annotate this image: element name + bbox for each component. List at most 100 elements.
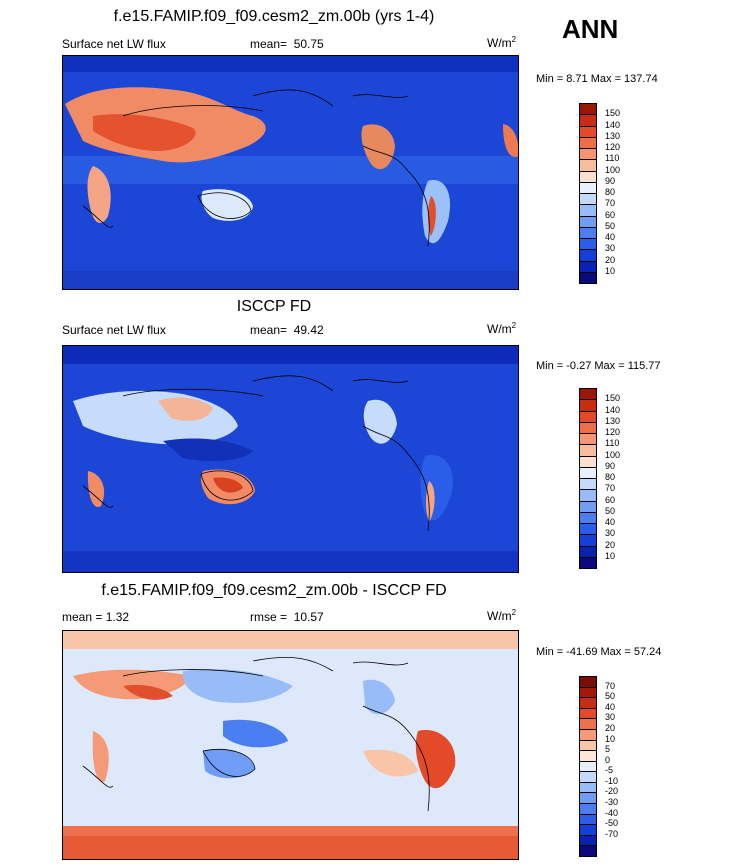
colorbar-box [579,523,597,536]
colorbar-tick-label: 30 [605,712,616,723]
panel-1-map-svg [63,56,518,289]
colorbar-box [579,466,597,479]
colorbar-box [579,388,597,401]
panel-2-colorbar: 150 140 130 120 110 100 90 80 70 60 50 40 30 20 10 [579,388,639,569]
colorbar-tick-label: 50 [605,220,616,231]
colorbar-box [579,803,597,815]
colorbar-tick-label: 80 [605,472,616,482]
panel-2-units-sup: 2 [511,321,517,330]
panel-1-title: f.e15.FAMIP.f09_f09.cesm2_zm.00b (yrs 1-… [113,8,435,25]
colorbar-box [579,399,597,412]
panel-3-units: W/m2 [487,608,516,623]
panel-2-map [62,345,519,573]
panel-3-arctic-band [63,631,518,649]
panel-2-coastlines [82,375,430,532]
panel-1-field-label: Surface net LW flux [62,37,166,51]
colorbar-tick-label: 60 [605,494,616,505]
colorbar-box [579,238,597,251]
colorbar-tick-label: 5 [605,744,611,755]
colorbar-box [579,433,597,446]
colorbar-tick-label: 10 [605,265,616,276]
panel-1-tropical-band [63,156,518,184]
panel-2-arabia-warm [158,397,213,421]
colorbar-tick-label: 50 [605,691,616,702]
colorbar-box [579,421,597,434]
colorbar-box [579,148,597,161]
colorbar-tick-label: 140 [605,404,621,415]
panel-2-south-africa [87,471,105,507]
panel-3-map-svg [63,631,518,859]
panel-2-mean-value: 49.42 [293,323,324,337]
colorbar-tick-label: 70 [605,483,616,494]
panel-3-rmse: rmse = 10.57 [250,610,324,624]
colorbar-tick-label: 150 [605,393,621,404]
panel-2-south-america [420,455,453,521]
panel-2-australia-hot [213,477,243,493]
panel-3-south-america [415,730,456,789]
colorbar-tick-label: 70 [605,198,616,209]
panel-1-africa-edge [503,124,518,157]
colorbar-box [579,697,597,709]
colorbar-tick-label: 40 [605,517,616,527]
colorbar-box [579,792,597,805]
panel-1-andes-hot [428,196,436,236]
colorbar-tick-label: 100 [605,449,621,460]
colorbar-tick-label: 120 [605,142,621,152]
colorbar-box [579,489,597,502]
colorbar-tick-label: 110 [605,153,620,164]
colorbar-tick-label: 130 [605,130,621,141]
colorbar-box [579,478,597,491]
panel-1-mean-value: 50.75 [293,37,324,51]
panel-2-units: W/m2 [487,321,516,336]
colorbar-tick-label: 0 [605,754,611,765]
colorbar-box [579,750,597,762]
panel-2-warm-pool [163,438,253,462]
colorbar-tick-label: 10 [605,550,616,561]
panel-2-title: ISCCP FD [236,298,312,315]
colorbar-box [579,556,597,569]
panel-1-mean: mean= 50.75 [250,37,324,51]
panel-1-antarctic-band [63,271,518,289]
panel-1-colorbar: 150 140 130 120 110 100 90 80 70 60 50 40 30 20 10 [579,103,639,284]
panel-2-map-svg [63,346,518,572]
colorbar-box [579,444,597,457]
colorbar-box [579,534,597,547]
colorbar-box [579,170,597,183]
colorbar-tick-label: -10 [605,775,619,786]
colorbar-tick-label: 130 [605,415,621,426]
colorbar-box [579,824,597,836]
colorbar-box [579,500,597,513]
colorbar-tick-label: -5 [605,765,614,776]
colorbar-box [579,686,597,699]
panel-3-rmse-label: rmse = [250,610,288,624]
panel-3-map [62,630,519,860]
colorbar-box [579,193,597,206]
colorbar-tick-label: 20 [605,254,616,265]
panel-3-coastlines [82,656,430,812]
panel-3-warm-pool [223,719,288,748]
panel-1-units: W/m2 [487,35,516,50]
colorbar-box [579,781,597,794]
colorbar-box [579,159,597,172]
colorbar-box [579,410,597,423]
colorbar-box [579,813,597,826]
colorbar-tick-label: 40 [605,701,616,712]
panel-2-arctic-band [63,346,518,364]
colorbar-tick-label: -50 [605,818,619,829]
colorbar-tick-label: 110 [605,438,620,449]
panel-2-africa-asia [73,390,238,445]
panel-1-australia [201,189,253,221]
colorbar-tick-label: -40 [605,807,619,818]
colorbar-box [579,215,597,228]
panel-1-south-africa [87,166,111,223]
colorbar-tick-label: 70 [605,680,616,691]
colorbar-box [579,103,597,116]
colorbar-box [579,204,597,217]
panel-3-australia [203,749,255,779]
colorbar-box [579,226,597,239]
colorbar-box [579,511,597,524]
panel-3-units-sup: 2 [511,608,517,617]
panel-1-mean-label: mean= [250,37,288,51]
panel-3-rmse-value: 10.57 [293,610,324,624]
colorbar-box [579,739,597,752]
